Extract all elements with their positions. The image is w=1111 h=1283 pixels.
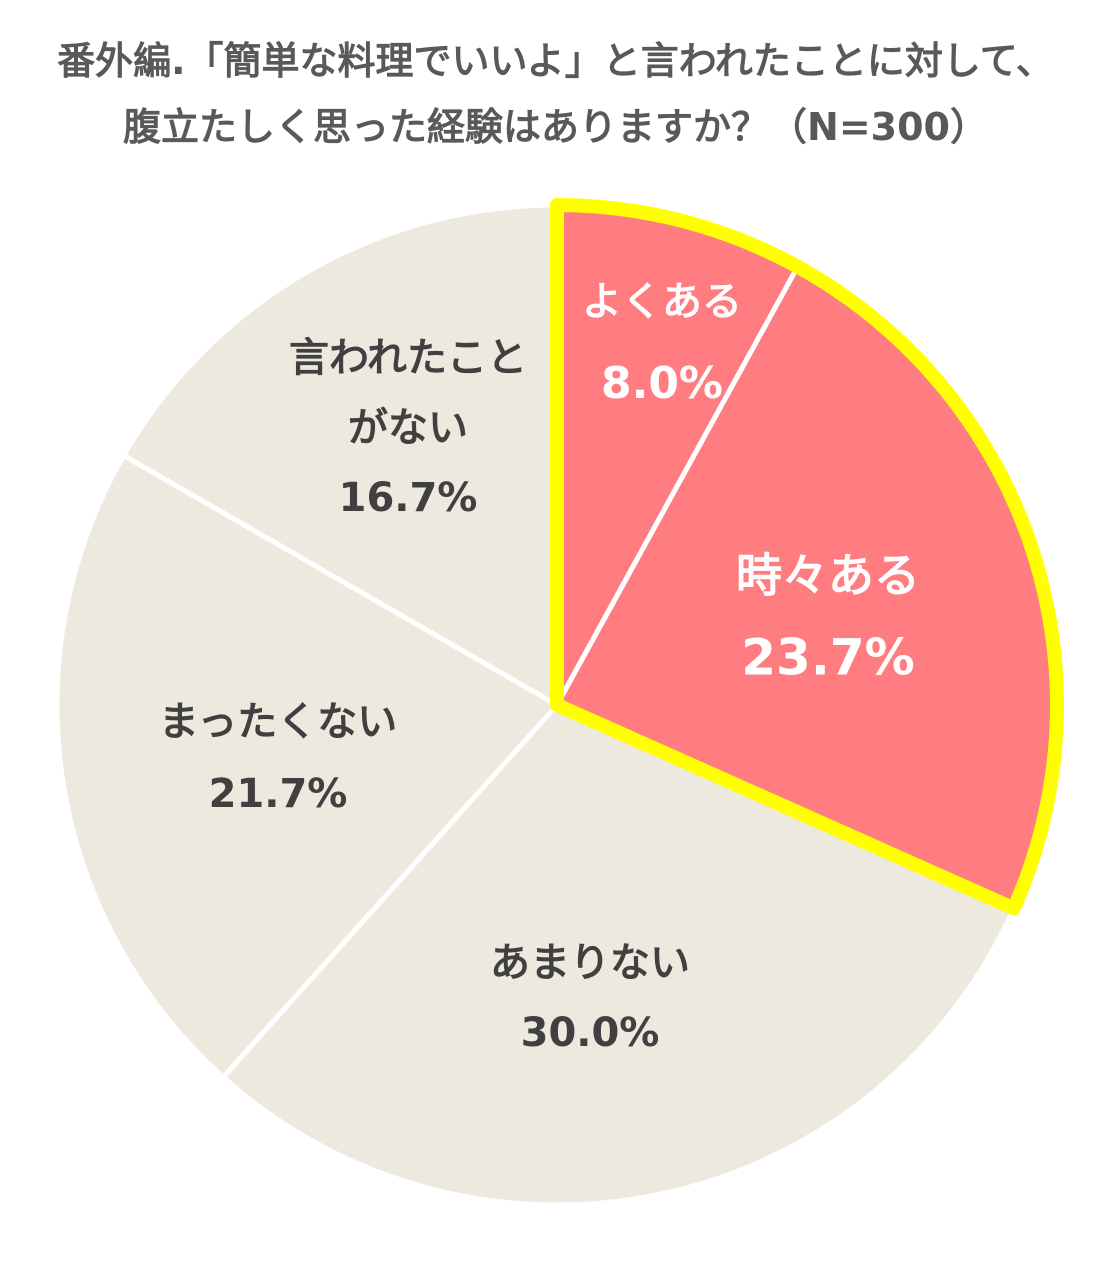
pie-slice-5 xyxy=(121,202,560,708)
slice-label-group-3: あまりない 30.0% xyxy=(490,940,690,1056)
pie-slice-4 xyxy=(54,452,560,1080)
slice-value-4: 21.7% xyxy=(209,771,348,817)
chart-title-line-1: 番外編.「簡単な料理でいいよ」と言われたことに対して、 xyxy=(57,39,1054,83)
chart-title: 番外編.「簡単な料理でいいよ」と言われたことに対して、 腹立たしく思った経験はあ… xyxy=(0,28,1111,160)
slice-label-group-4: まったくない 21.7% xyxy=(159,699,397,817)
slice-label-5-line-2: がない xyxy=(348,405,468,451)
slice-value-5: 16.7% xyxy=(339,475,478,521)
slice-label-3: あまりない xyxy=(490,940,690,986)
slice-label-group-2: 時々ある 23.7% xyxy=(736,549,920,687)
highlight-outline xyxy=(550,198,1064,916)
slice-label-2: 時々ある xyxy=(736,549,920,603)
pie-slice-3 xyxy=(220,702,1017,1208)
slice-label-5-line-1: 言われたこと xyxy=(289,335,527,381)
slice-label-1: よくある xyxy=(582,279,742,325)
slice-label-group-1: よくある 8.0% xyxy=(582,279,742,409)
chart-title-line-2: 腹立たしく思った経験はありますか？（N=300） xyxy=(123,105,988,149)
slice-value-2: 23.7% xyxy=(741,629,914,687)
slice-value-3: 30.0% xyxy=(521,1010,660,1056)
slice-label-4: まったくない xyxy=(159,699,397,745)
slice-value-1: 8.0% xyxy=(601,358,723,409)
